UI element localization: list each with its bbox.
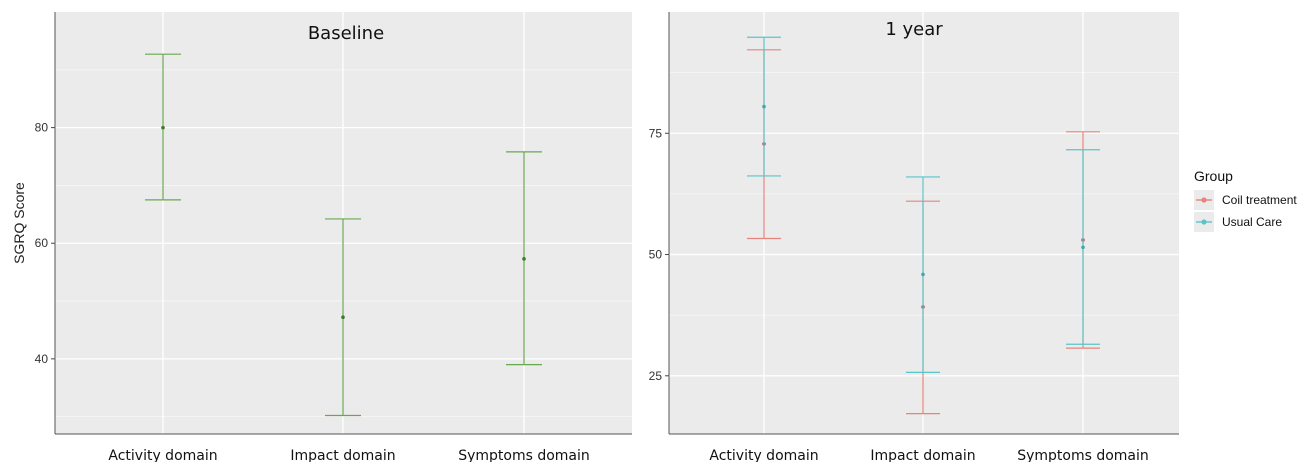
baseline-y-axis-label: SGRQ Score (11, 182, 27, 264)
x-category-label: Activity domain (108, 448, 217, 462)
one-year-plot-background (669, 12, 1179, 434)
x-category-label: Impact domain (290, 448, 395, 462)
baseline-error-bar (145, 53, 181, 201)
one-year-y-ticks: 25 50 75 (649, 12, 1179, 435)
group-legend: Group Coil treatment Usual Care (1194, 168, 1297, 232)
legend-item-label: Coil treatment (1222, 193, 1297, 207)
baseline-title: Baseline (308, 23, 384, 44)
legend-item: Coil treatment (1194, 190, 1297, 210)
legend-items: Coil treatment Usual Care (1194, 190, 1297, 232)
one-year-error-bars (747, 36, 1100, 415)
mean-point (341, 315, 345, 320)
y-tick-label: 60 (35, 236, 49, 250)
y-tick-label: 40 (35, 352, 49, 366)
mean-point (762, 104, 766, 109)
baseline-panel: 40 60 80 Activity domain Impact domain Sympt… (11, 12, 632, 462)
baseline-error-bar (325, 218, 361, 417)
one-year-x-categories: Activity domain Impact domain Symptoms dom… (709, 448, 1148, 462)
one-year-error-bar (1066, 149, 1100, 345)
one-year-title: 1 year (885, 19, 943, 40)
one-year-panel: 25 50 75 Activity domain Impact domain Sympt… (649, 12, 1179, 462)
y-tick-label: 50 (649, 248, 663, 262)
y-tick-label: 75 (649, 126, 663, 140)
x-category-label: Symptoms domain (1017, 448, 1149, 462)
x-category-label: Impact domain (870, 448, 975, 462)
legend-key-dot (1201, 219, 1207, 225)
baseline-x-categories: Activity domain Impact domain Symptoms dom… (108, 448, 589, 462)
one-year-error-bar (906, 176, 940, 373)
baseline-y-ticks: 40 60 80 (35, 12, 632, 435)
mean-point (161, 125, 165, 130)
mean-point (1081, 245, 1085, 250)
legend-key-dot (1201, 197, 1207, 203)
x-category-label: Activity domain (709, 448, 818, 462)
baseline-error-bar (506, 151, 542, 366)
y-tick-label: 80 (35, 121, 49, 135)
baseline-error-bars (145, 53, 542, 417)
mean-point (921, 272, 925, 277)
legend-item-label: Usual Care (1222, 215, 1282, 229)
y-tick-label: 25 (649, 369, 663, 383)
legend-title: Group (1194, 168, 1233, 184)
legend-item: Usual Care (1194, 212, 1282, 232)
x-category-label: Symptoms domain (458, 448, 590, 462)
one-year-error-bar (747, 36, 781, 177)
mean-point (522, 257, 526, 261)
